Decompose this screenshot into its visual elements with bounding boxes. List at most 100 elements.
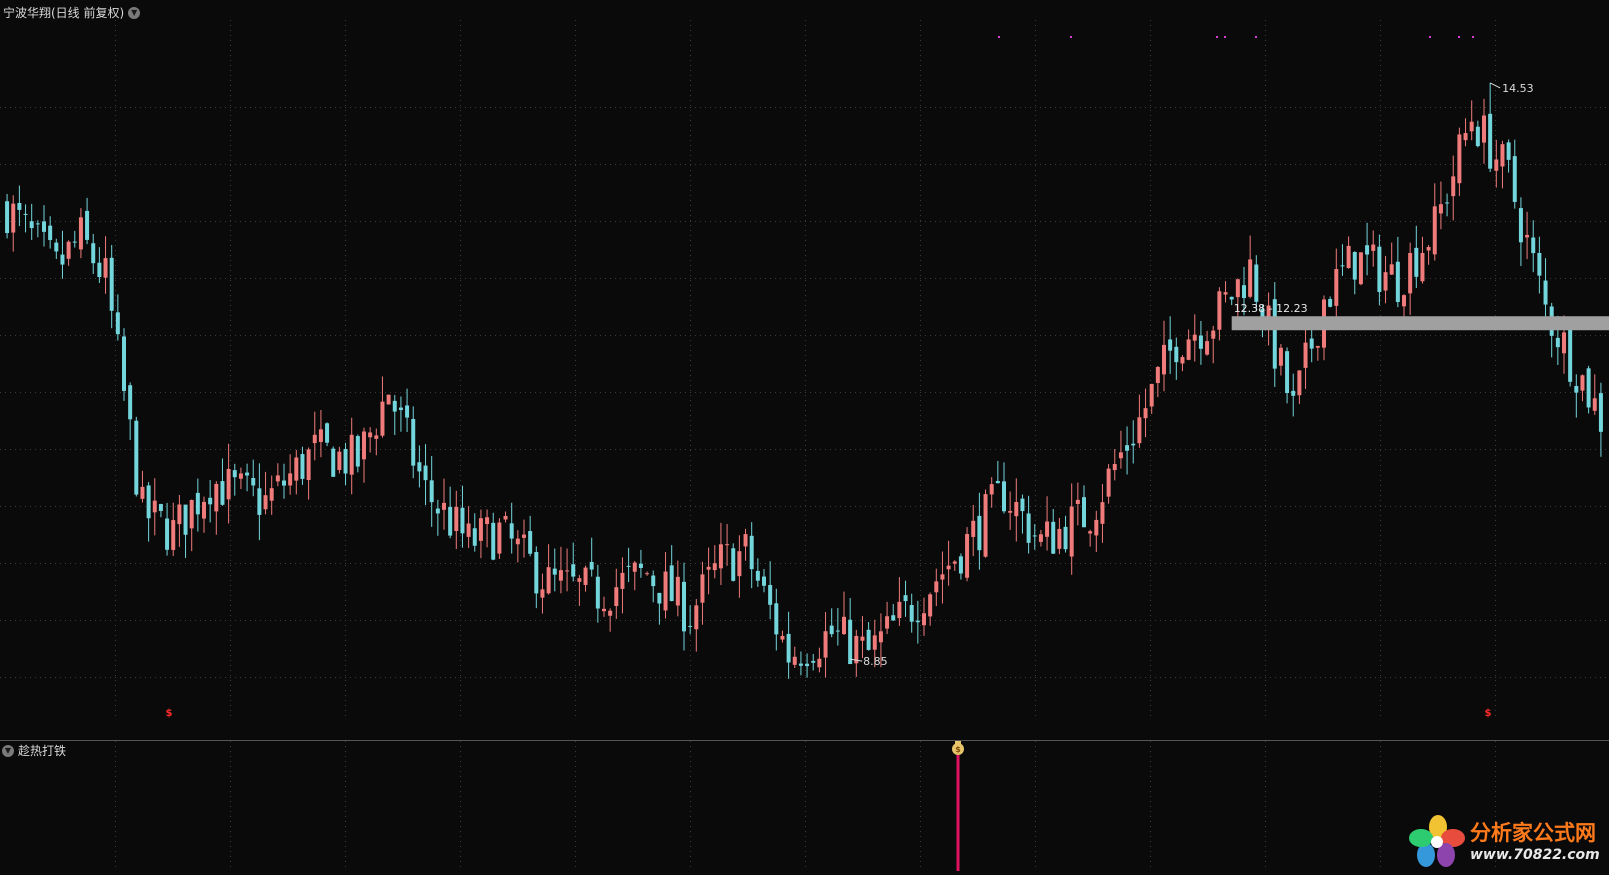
candle-body (1291, 391, 1295, 396)
candle-body (700, 574, 704, 602)
candle-body (836, 631, 840, 632)
candle-body (756, 571, 760, 581)
chevron-down-icon[interactable]: ▼ (128, 7, 140, 19)
candle-body (1064, 527, 1068, 549)
indicator-chart[interactable]: $ (0, 741, 1609, 871)
high-price-label: 14.53 (1502, 82, 1534, 95)
candle-body (824, 631, 828, 657)
candle-body (380, 402, 384, 436)
candle-body (1070, 507, 1074, 557)
indicator-svg[interactable]: $ (0, 741, 1609, 871)
candle-body (350, 435, 354, 475)
candle-body (590, 562, 594, 570)
candle-body (1199, 336, 1203, 349)
candle-body (1470, 122, 1474, 132)
candle-body (1433, 206, 1437, 254)
candle-body (817, 659, 821, 668)
candle-body (1482, 116, 1486, 143)
candle-body (1316, 346, 1320, 348)
candle-body (85, 211, 89, 240)
candle-body (910, 605, 914, 622)
candle-body (1144, 408, 1148, 418)
candle-body (1476, 127, 1480, 146)
candle-body (177, 504, 181, 524)
candle-body (399, 408, 403, 410)
candle-body (805, 664, 809, 666)
candle-body (1439, 204, 1443, 213)
candle-body (276, 475, 280, 481)
high-label-arrow (1490, 83, 1500, 88)
candle-body (1347, 246, 1351, 268)
sub-grid-lines (116, 741, 1609, 871)
candle-body (325, 423, 329, 442)
candle-body (627, 566, 631, 567)
candle-body (1014, 502, 1018, 516)
dollar-marker: $ (1485, 708, 1492, 719)
candle-body (510, 523, 514, 538)
candle-body (140, 487, 144, 499)
candle-body (313, 435, 317, 443)
candle-body (1365, 245, 1369, 254)
candle-body (928, 594, 932, 616)
candle-body (91, 243, 95, 263)
candle-body (1193, 335, 1197, 341)
candle-body (184, 505, 188, 535)
top-tick (1224, 36, 1226, 38)
candle-body (1137, 417, 1141, 443)
candle-body (1340, 265, 1344, 266)
candle-body (1408, 253, 1412, 293)
candle-body (811, 661, 815, 663)
candle-body (787, 634, 791, 663)
candle-body (30, 221, 34, 228)
candle-body (799, 664, 803, 666)
money-bag-neck (955, 741, 961, 744)
candle-body (54, 243, 58, 252)
candle-body (485, 517, 489, 524)
candle-body (1537, 253, 1541, 276)
candle-body (707, 567, 711, 570)
candle-body (202, 502, 206, 519)
candle-body (1531, 238, 1535, 254)
candle-body (897, 602, 901, 618)
candle-body (393, 401, 397, 412)
candle-body (497, 523, 501, 554)
candle-body (984, 494, 988, 557)
candle-body (1057, 529, 1061, 549)
candle-body (1236, 279, 1240, 297)
candle-body (1131, 444, 1135, 446)
candle-body (73, 242, 77, 243)
candle-body (731, 548, 735, 581)
candle-body (454, 507, 458, 531)
candle-body (196, 493, 200, 514)
candle-body (79, 217, 83, 249)
candle-body (374, 435, 378, 438)
candle-body (867, 630, 871, 650)
candle-body (688, 626, 692, 627)
candle-body (257, 488, 261, 515)
chevron-down-icon[interactable]: ▼ (2, 745, 14, 757)
candle-body (288, 473, 292, 485)
candle-body (1082, 497, 1086, 527)
candle-body (467, 524, 471, 537)
candle-body (528, 531, 532, 554)
candle-body (48, 226, 52, 240)
candle-body (233, 470, 237, 477)
candle-body (1599, 393, 1603, 432)
candle-body (584, 568, 588, 585)
candle-body (356, 436, 360, 466)
candle-body (768, 585, 772, 605)
candle-body (854, 636, 858, 663)
candle-body (1156, 367, 1160, 383)
candle-body (934, 581, 938, 592)
candle-body (1242, 285, 1246, 298)
candle-body (1494, 159, 1498, 170)
zone-label: 12.38 - 12.23 (1234, 302, 1308, 315)
candle-body (1420, 253, 1424, 281)
candle-body (110, 258, 114, 311)
candle-body (645, 573, 649, 574)
candle-body (442, 503, 446, 510)
candle-body (1556, 338, 1560, 347)
candle-body (36, 223, 40, 224)
